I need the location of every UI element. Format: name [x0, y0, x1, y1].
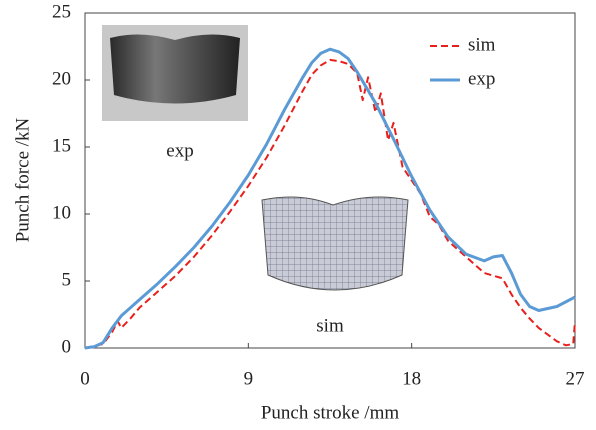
x-tick-label: 27	[566, 368, 585, 389]
y-tick-label: 20	[52, 68, 71, 89]
exp-cup	[110, 34, 240, 104]
legend-label: exp	[468, 68, 495, 89]
plot-frame	[84, 12, 576, 349]
y-tick-label: 5	[62, 269, 72, 290]
y-axis-label: Punch force /kN	[12, 117, 33, 242]
x-tick-label: 9	[244, 368, 254, 389]
y-tick-label: 10	[52, 202, 71, 223]
y-tick-label: 0	[62, 336, 72, 357]
annotation: exp	[166, 140, 193, 161]
y-tick-label: 15	[52, 135, 71, 156]
series-line	[84, 47, 576, 350]
annotation: sim	[316, 315, 344, 336]
x-tick-label: 0	[80, 368, 90, 389]
x-axis-label: Punch stroke /mm	[261, 402, 399, 423]
series-line	[84, 58, 576, 349]
sim-mesh	[261, 196, 409, 291]
x-tick-label: 18	[402, 368, 421, 389]
y-tick-label: 25	[52, 1, 71, 22]
legend-label: sim	[468, 34, 496, 55]
